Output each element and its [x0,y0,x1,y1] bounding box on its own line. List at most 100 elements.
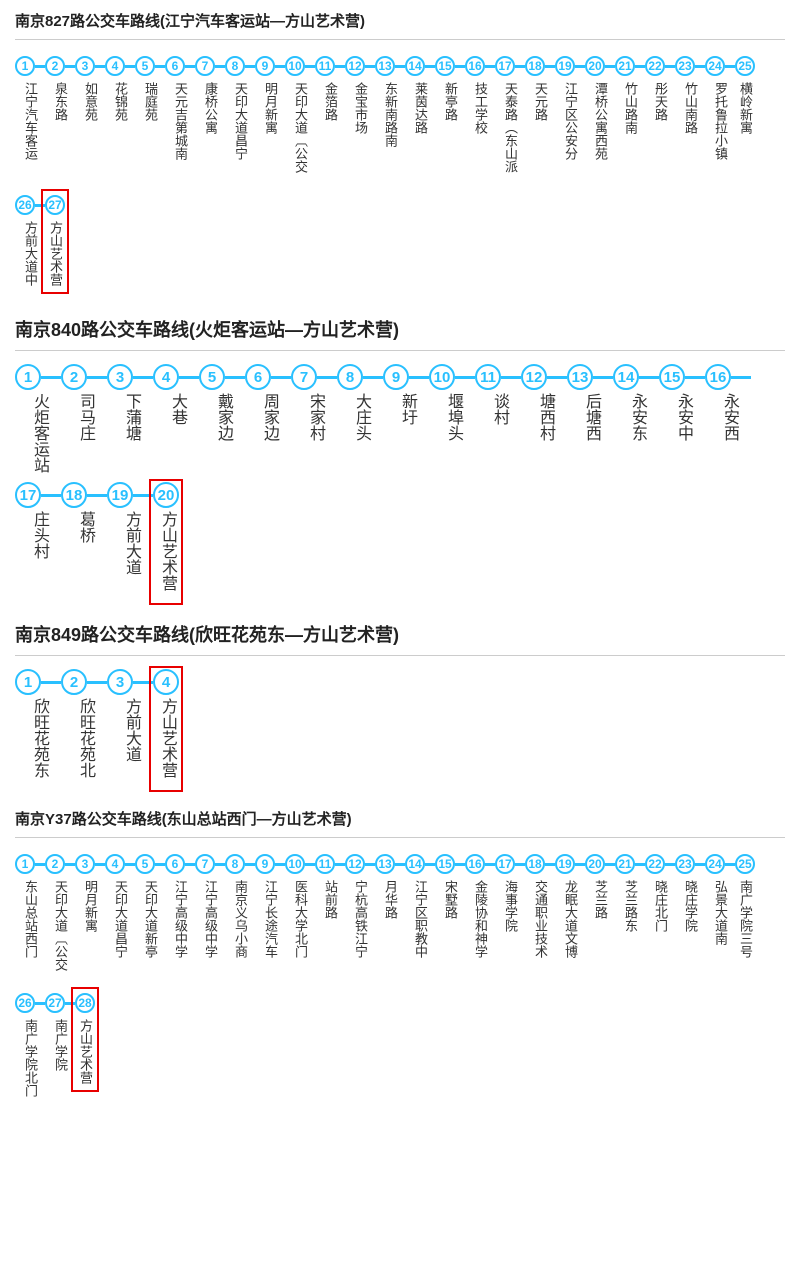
stop-label: 江宁高级中学 [200,880,220,958]
stop-label: 芝兰路 [590,880,610,919]
connector [515,863,525,866]
stop-node: 19 [555,852,585,876]
connector [365,863,375,866]
stop: 9江宁长途汽车 [255,852,285,971]
connector [155,65,165,68]
stop-label: 花锦苑 [110,82,130,121]
stop: 19江宁区公安分 [555,54,585,173]
route-title: 南京827路公交车路线(江宁汽车客运站—方山艺术营) [15,10,785,40]
stop: 5天印大道新亭 [135,852,165,971]
connector [665,65,675,68]
stop: 8大庄头 [337,365,383,473]
stop: 19方前大道 [107,483,153,591]
stop-number-circle: 6 [165,854,185,874]
stop-number-circle: 17 [495,56,515,76]
stop-number-circle: 9 [383,364,409,390]
stop-node: 5 [135,54,165,78]
connector [87,681,107,684]
stop-label: 周家边 [255,393,281,441]
route-section: 南京849路公交车路线(欣旺花苑东—方山艺术营)1欣旺花苑东2欣旺花苑北3方前大… [15,621,785,788]
stop-label: 天泰路︵东山派 [500,82,520,173]
connector [575,65,585,68]
stop-node: 3 [107,670,153,694]
stop-number-circle: 4 [153,669,179,695]
stop: 11谈村 [475,365,521,473]
connector [215,863,225,866]
stop: 10 堰埠头 [429,365,475,473]
stop-node: 26 [15,193,45,217]
stop-node: 4 [105,852,135,876]
stop: 2司马庄 [61,365,107,473]
stop-label: 明月新寓 [260,82,280,134]
stop-label: 晓庄学院 [680,880,700,932]
stop-number-circle: 23 [675,854,695,874]
stop-label: 塘西村 [531,393,557,441]
stop-node: 21 [615,852,645,876]
stop-number-circle: 10 [285,854,305,874]
stop-label: 宋家村 [301,393,327,441]
stop-label: 新亭路 [440,82,460,121]
stop-label: 江宁高级中学 [170,880,190,958]
stop-number-circle: 11 [475,364,501,390]
stop: 6 江宁高级中学 [165,852,195,971]
connector [395,65,405,68]
stop-label: 天印大道︹公交 [50,880,70,971]
stop-label: 永安东 [623,393,649,441]
stop: 26方前大道中 [15,193,45,286]
stop-label: 大巷 [163,393,189,425]
stop-node: 20 [585,852,615,876]
stop-number-circle: 13 [567,364,593,390]
stop-label: 堰埠头 [439,393,465,441]
connector [65,65,75,68]
stop-number-circle: 25 [735,854,755,874]
stop-number-circle: 15 [659,364,685,390]
stop: 18天元路 [525,54,555,173]
stop-label: 方山艺术营 [153,698,179,778]
stop: 28方山艺术营 [75,991,95,1097]
stop-node: 24 [705,54,735,78]
stop-number-circle: 7 [195,854,215,874]
connector [41,494,61,497]
connector [87,494,107,497]
stop-number-circle: 1 [15,854,35,874]
stop-node: 16 [465,54,495,78]
stop-node: 10 [285,54,315,78]
stop-number-circle: 2 [45,56,65,76]
stop: 23竹山南路 [675,54,705,173]
stop-label: 葛桥 [71,511,97,543]
stop-node: 12 [345,852,375,876]
stop-node: 18 [525,54,555,78]
connector [455,376,475,379]
stop-label: 方山艺术营 [45,221,65,286]
stop: 8南京义乌小商 [225,852,255,971]
connector [695,863,705,866]
stop-number-circle: 6 [245,364,271,390]
stop-label: 罗托鲁拉小镇 [710,82,730,160]
connector [409,376,429,379]
connector [185,65,195,68]
stop-node: 2 [45,852,75,876]
stop: 9新圩 [383,365,429,473]
stop-node: 23 [675,852,705,876]
stop-node: 23 [675,54,705,78]
connector [95,863,105,866]
connector [545,863,555,866]
connector [35,863,45,866]
stop-number-circle: 18 [61,482,87,508]
connector [363,376,383,379]
stop-node: 10 [429,365,475,389]
connector [605,863,615,866]
stop: 23 晓庄学院 [675,852,705,971]
stop-node: 17 [495,54,525,78]
stop-number-circle: 8 [225,56,245,76]
stop-number-circle: 4 [153,364,179,390]
stop-number-circle: 23 [675,56,695,76]
stop-node: 4 [153,670,179,694]
stop-number-circle: 2 [61,364,87,390]
stop: 4花锦苑 [105,54,135,173]
stop: 13月华路 [375,852,405,971]
connector [65,863,75,866]
stop-node: 2 [61,670,107,694]
stop-number-circle: 8 [337,364,363,390]
connector [485,65,495,68]
